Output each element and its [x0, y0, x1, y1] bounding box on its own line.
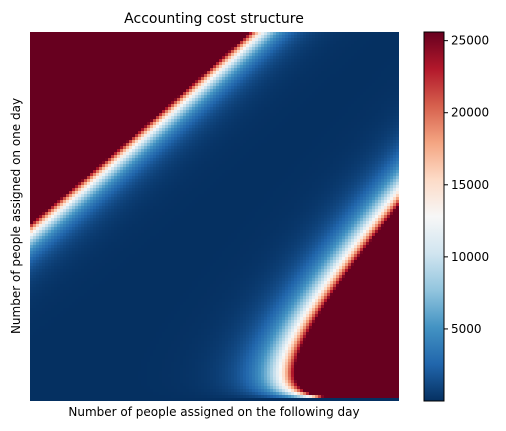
colorbar-tick-label: 15000: [451, 178, 489, 192]
colorbar-ticks: 5000 10000 15000 20000 25000: [444, 34, 489, 336]
x-axis-label: Number of people assigned on the followi…: [68, 405, 359, 419]
colorbar-tick-label: 5000: [451, 322, 482, 336]
chart-title: Accounting cost structure: [124, 11, 304, 27]
colorbar-tick-label: 20000: [451, 106, 489, 120]
heatmap-image: [30, 32, 399, 401]
colorbar-tick-label: 25000: [451, 34, 489, 48]
colorbar-tick-label: 10000: [451, 250, 489, 264]
colorbar: [423, 31, 445, 402]
y-axis-label: Number of people assigned on one day: [9, 98, 23, 334]
